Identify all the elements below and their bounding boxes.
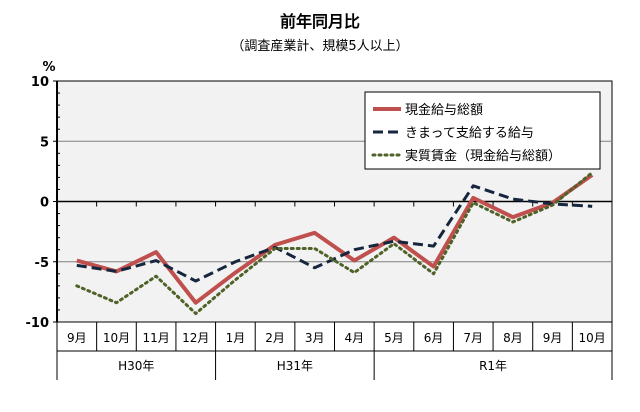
y-axis-label: % <box>42 60 55 75</box>
y-tick-label: -10 <box>26 316 50 331</box>
x-tick-label: 12月 <box>182 331 209 345</box>
year-label: H30年 <box>118 359 154 373</box>
x-tick-label: 8月 <box>503 331 523 345</box>
chart-title: 前年同月比 <box>280 12 360 31</box>
series-line-3 <box>75 171 594 316</box>
legend-label: 実質賃金（現金給与総額） <box>405 148 561 164</box>
y-tick-label: 5 <box>40 135 49 150</box>
x-tick-label: 9月 <box>543 331 563 345</box>
x-tick-label: 4月 <box>345 331 365 345</box>
x-tick-label: 1月 <box>226 331 246 345</box>
x-tick-label: 5月 <box>384 331 404 345</box>
y-tick-label: 0 <box>40 196 49 211</box>
x-tick-label: 7月 <box>463 331 483 345</box>
series-line-2 <box>76 184 593 283</box>
x-tick-label: 6月 <box>424 331 444 345</box>
year-label: R1年 <box>479 359 507 373</box>
chart-subtitle: （調査産業計、規模5人以上） <box>231 38 408 54</box>
y-tick-label: 10 <box>31 75 49 90</box>
x-tick-label: 9月 <box>67 331 87 345</box>
x-tick-label: 3月 <box>305 331 325 345</box>
x-tick-label: 10月 <box>579 331 606 345</box>
x-tick-label: 2月 <box>265 331 285 345</box>
y-tick-label: -5 <box>35 256 49 271</box>
year-label: H31年 <box>277 359 313 373</box>
x-tick-label: 10月 <box>103 331 130 345</box>
series-line-1 <box>76 173 594 305</box>
legend <box>364 91 601 170</box>
legend-label: きまって支給する給与 <box>405 126 534 141</box>
legend-label: 現金給与総額 <box>405 102 483 118</box>
x-tick-label: 11月 <box>142 331 169 345</box>
